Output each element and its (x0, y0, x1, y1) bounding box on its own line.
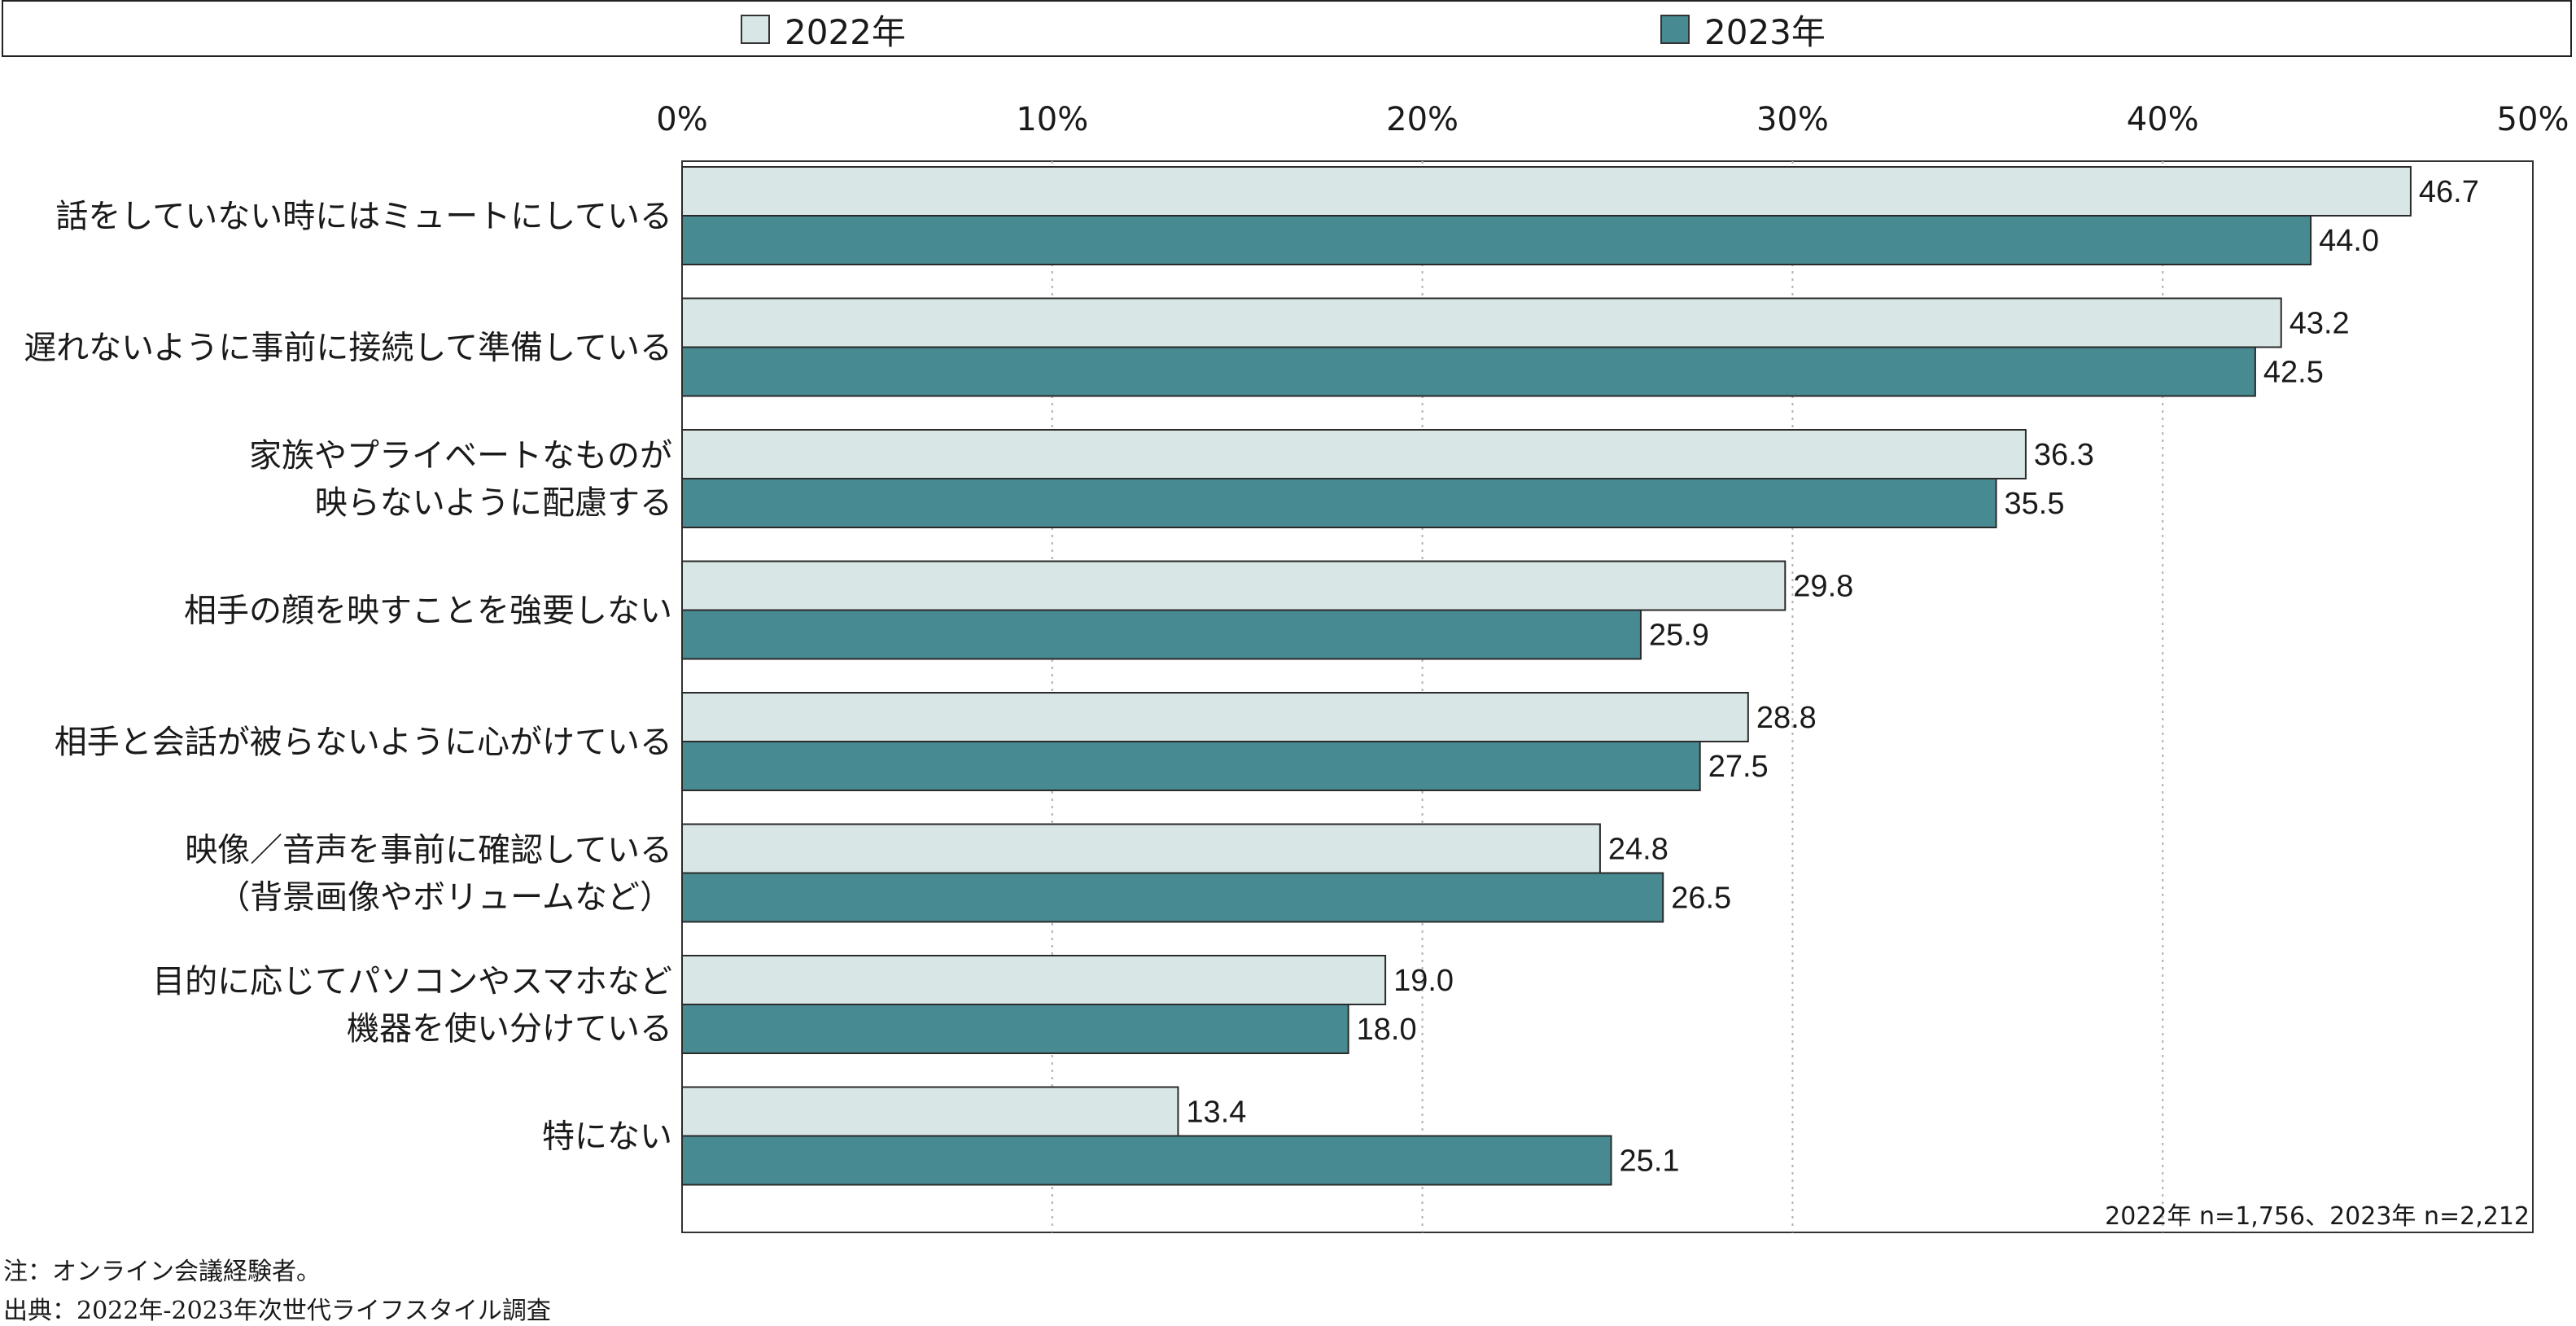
data-label: 19.0 (1393, 964, 1454, 998)
data-label: 46.7 (2419, 175, 2479, 209)
category-label: 映像／音声を事前に確認している (185, 832, 672, 869)
bar-2022 (681, 297, 2282, 348)
category-label: 遅れないように事前に接続して準備している (24, 330, 672, 367)
bar-2023 (681, 609, 1642, 660)
category-label: 相手の顔を映すことを強要しない (184, 593, 672, 630)
legend: 2022年 2023年 (2, 0, 2572, 57)
footnote: 注：オンライン会議経験者。 (3, 1258, 321, 1286)
x-tick-label: 0% (656, 101, 707, 138)
legend-swatch-2023 (1660, 15, 1690, 44)
data-label: 18.0 (1357, 1013, 1417, 1047)
category-label: 家族やプライベートなものが (249, 437, 672, 475)
data-label: 29.8 (1793, 570, 1853, 604)
data-label: 25.1 (1620, 1144, 1680, 1179)
legend-swatch-2022 (741, 15, 770, 44)
data-label: 44.0 (2319, 224, 2379, 258)
x-tick-label: 50% (2497, 101, 2569, 138)
x-tick-label: 30% (1756, 101, 1829, 138)
x-tick-label: 10% (1016, 101, 1088, 138)
data-label: 43.2 (2290, 307, 2350, 341)
bar-2022 (681, 823, 1601, 874)
data-label: 35.5 (2005, 487, 2065, 521)
bar-2023 (681, 478, 1997, 528)
legend-label-2022: 2022年 (785, 11, 906, 52)
source-note: 出典：2022年-2023年次世代ライフスタイル調査 (3, 1297, 551, 1325)
data-label: 25.9 (1649, 619, 1709, 653)
bar-2022 (681, 955, 1387, 1005)
category-label: 相手と会話が被らないように心がけている (55, 724, 672, 761)
x-tick-label: 20% (1386, 101, 1459, 138)
x-tick-label: 40% (2127, 101, 2199, 138)
bar-2023 (681, 346, 2256, 397)
category-label: （背景画像やボリュームなど） (217, 879, 672, 917)
bar-2023 (681, 1004, 1349, 1054)
bar-2023 (681, 872, 1664, 923)
category-label: 特にない (542, 1118, 672, 1156)
data-label: 27.5 (1708, 750, 1769, 784)
bar-2022 (681, 560, 1787, 611)
category-label: 映らないように配慮する (315, 484, 672, 522)
data-label: 13.4 (1186, 1096, 1246, 1130)
bar-2023 (681, 215, 2312, 265)
bar-2022 (681, 166, 2412, 217)
bar-2022 (681, 429, 2027, 479)
bar-2023 (681, 741, 1701, 791)
bar-2023 (681, 1135, 1612, 1186)
data-label: 24.8 (1608, 833, 1668, 867)
sample-size-note: 2022年 n=1,756、2023年 n=2,212 (2105, 1202, 2530, 1231)
data-label: 42.5 (2263, 356, 2324, 390)
category-label: 話をしていない時にはミュートにしている (55, 198, 672, 235)
category-label: 機器を使い分けている (347, 1010, 672, 1048)
data-label: 28.8 (1756, 701, 1817, 735)
data-label: 36.3 (2034, 438, 2094, 472)
legend-label-2023: 2023年 (1704, 11, 1826, 52)
category-label: 目的に応じてパソコンやスマホなど (152, 963, 672, 1000)
legend-item-2023: 2023年 (1660, 9, 1826, 52)
data-label: 26.5 (1671, 882, 1731, 916)
bar-2022 (681, 1086, 1179, 1137)
bar-2022 (681, 692, 1749, 742)
legend-item-2022: 2022年 (741, 9, 906, 52)
